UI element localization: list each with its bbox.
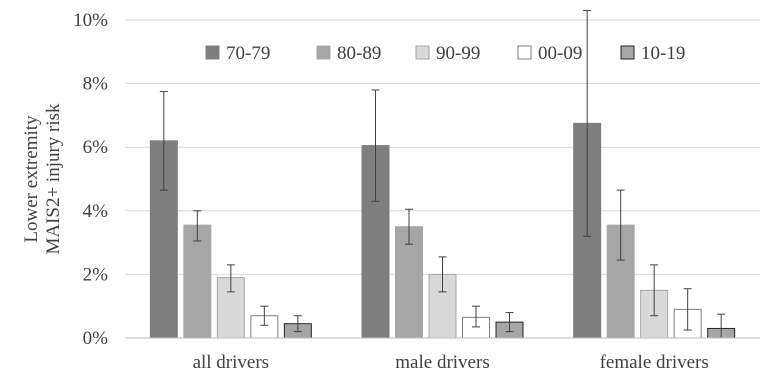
legend-label: 80-89 — [337, 43, 381, 64]
legend-label: 10-19 — [641, 43, 685, 64]
bar — [183, 224, 212, 339]
y-axis-label-line: MAIS2+ injury risk — [43, 103, 64, 255]
y-tick-label: 10% — [73, 10, 108, 31]
bar — [395, 226, 423, 339]
category-labels: all drivers male drivers female drivers — [193, 352, 709, 373]
y-tick-label: 0% — [83, 328, 109, 349]
legend: 70-79 80-89 90-99 00-09 10-19 — [205, 43, 685, 64]
legend-label: 00-09 — [538, 43, 582, 64]
y-tick-label: 8% — [83, 74, 109, 95]
category-label: all drivers — [193, 352, 270, 373]
y-axis-label: Lower extremityMAIS2+ injury risk — [21, 103, 64, 255]
legend-swatch — [316, 45, 331, 60]
y-tick-label: 2% — [83, 264, 109, 285]
error-bars-group — [159, 9, 726, 339]
y-tick-label: 4% — [83, 201, 109, 222]
legend-label: 70-79 — [226, 43, 270, 64]
y-tick-label: 6% — [83, 137, 109, 158]
bars-group — [149, 122, 736, 339]
legend-swatch — [620, 45, 635, 60]
y-axis-label-line: Lower extremity — [21, 115, 42, 243]
legend-swatch — [205, 45, 220, 60]
legend-label: 90-99 — [436, 43, 480, 64]
y-tick-labels: 0% 2% 4% 6% 8% 10% — [73, 10, 108, 349]
category-label: female drivers — [600, 352, 709, 373]
legend-swatch — [517, 45, 532, 60]
category-label: male drivers — [395, 352, 489, 373]
legend-swatch — [415, 45, 430, 60]
